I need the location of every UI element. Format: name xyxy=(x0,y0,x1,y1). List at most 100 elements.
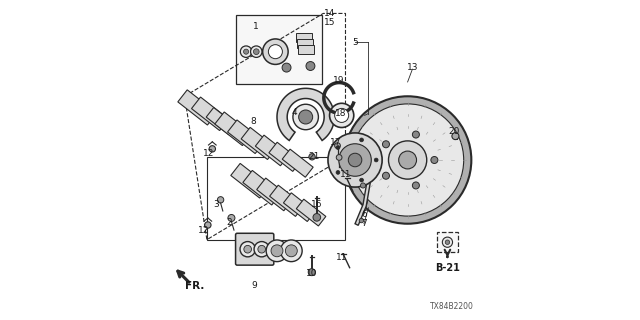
Circle shape xyxy=(336,146,340,149)
Circle shape xyxy=(280,240,302,262)
Circle shape xyxy=(293,104,319,130)
Text: 3: 3 xyxy=(214,200,220,209)
Bar xyxy=(207,157,346,240)
Polygon shape xyxy=(355,181,371,225)
Text: 18: 18 xyxy=(335,109,346,118)
Circle shape xyxy=(452,132,459,140)
Circle shape xyxy=(383,172,390,179)
Circle shape xyxy=(244,49,248,54)
Text: 20: 20 xyxy=(448,127,460,136)
Text: 12: 12 xyxy=(203,149,214,158)
Text: FR.: FR. xyxy=(186,281,205,291)
Text: 21: 21 xyxy=(308,152,319,161)
Circle shape xyxy=(271,245,283,257)
Text: 12: 12 xyxy=(198,226,209,235)
Text: 19: 19 xyxy=(333,76,345,85)
Circle shape xyxy=(299,110,313,124)
Text: 7: 7 xyxy=(361,219,367,228)
Circle shape xyxy=(282,63,291,72)
Circle shape xyxy=(335,108,349,123)
Circle shape xyxy=(351,104,464,216)
Polygon shape xyxy=(269,185,304,216)
Polygon shape xyxy=(191,97,228,131)
Text: 17: 17 xyxy=(330,138,342,147)
Circle shape xyxy=(360,138,364,142)
Circle shape xyxy=(328,133,382,187)
Text: 9: 9 xyxy=(252,281,257,290)
Circle shape xyxy=(253,49,259,54)
Circle shape xyxy=(218,197,224,203)
Text: 6: 6 xyxy=(361,210,367,219)
Circle shape xyxy=(388,141,427,179)
Circle shape xyxy=(309,154,316,160)
Circle shape xyxy=(374,158,378,162)
Text: TX84B2200: TX84B2200 xyxy=(430,302,474,311)
Circle shape xyxy=(258,245,266,253)
Circle shape xyxy=(445,240,450,244)
Bar xyxy=(298,45,314,53)
Text: 5: 5 xyxy=(352,38,358,47)
Circle shape xyxy=(399,151,417,169)
Circle shape xyxy=(241,46,252,57)
FancyBboxPatch shape xyxy=(236,233,274,265)
Circle shape xyxy=(254,242,269,257)
Circle shape xyxy=(205,222,211,228)
Circle shape xyxy=(359,218,364,223)
Circle shape xyxy=(335,143,340,148)
Circle shape xyxy=(209,146,216,152)
Circle shape xyxy=(360,183,365,188)
Polygon shape xyxy=(231,164,269,198)
Bar xyxy=(296,33,312,42)
Polygon shape xyxy=(215,112,252,146)
Text: 10: 10 xyxy=(307,268,318,278)
Circle shape xyxy=(268,45,282,59)
Bar xyxy=(437,232,458,252)
Circle shape xyxy=(262,39,288,64)
Circle shape xyxy=(266,240,288,262)
Polygon shape xyxy=(277,88,334,140)
Bar xyxy=(297,39,313,48)
Text: 1: 1 xyxy=(253,22,259,31)
Polygon shape xyxy=(243,171,281,205)
Text: 16: 16 xyxy=(311,200,323,209)
Text: 13: 13 xyxy=(406,63,418,72)
Circle shape xyxy=(228,214,235,221)
Circle shape xyxy=(348,153,362,167)
Bar xyxy=(236,15,321,84)
Circle shape xyxy=(250,46,262,57)
Polygon shape xyxy=(228,120,264,154)
Text: B-21: B-21 xyxy=(435,263,460,273)
Circle shape xyxy=(306,61,315,70)
Circle shape xyxy=(442,237,452,247)
Text: 11: 11 xyxy=(336,253,348,262)
Circle shape xyxy=(330,103,354,127)
Circle shape xyxy=(336,171,340,174)
Circle shape xyxy=(308,269,316,276)
Polygon shape xyxy=(284,193,315,221)
Polygon shape xyxy=(257,178,293,211)
Circle shape xyxy=(244,245,252,253)
Polygon shape xyxy=(282,149,313,177)
Polygon shape xyxy=(296,199,326,226)
Circle shape xyxy=(336,155,342,160)
Circle shape xyxy=(412,131,419,138)
Text: 4: 4 xyxy=(292,108,298,117)
Circle shape xyxy=(431,156,438,164)
Circle shape xyxy=(339,144,371,176)
Polygon shape xyxy=(241,127,276,159)
Text: 14: 14 xyxy=(324,9,335,18)
Circle shape xyxy=(360,178,364,182)
Text: 2: 2 xyxy=(227,218,232,227)
Circle shape xyxy=(383,141,390,148)
Circle shape xyxy=(344,96,471,224)
Polygon shape xyxy=(206,108,236,135)
Circle shape xyxy=(313,213,321,221)
Circle shape xyxy=(412,182,419,189)
Text: 11: 11 xyxy=(340,170,351,179)
Text: 8: 8 xyxy=(250,117,256,126)
Polygon shape xyxy=(178,90,217,125)
Polygon shape xyxy=(255,135,289,166)
Text: 15: 15 xyxy=(324,19,335,28)
Polygon shape xyxy=(269,142,301,172)
Circle shape xyxy=(285,245,298,257)
